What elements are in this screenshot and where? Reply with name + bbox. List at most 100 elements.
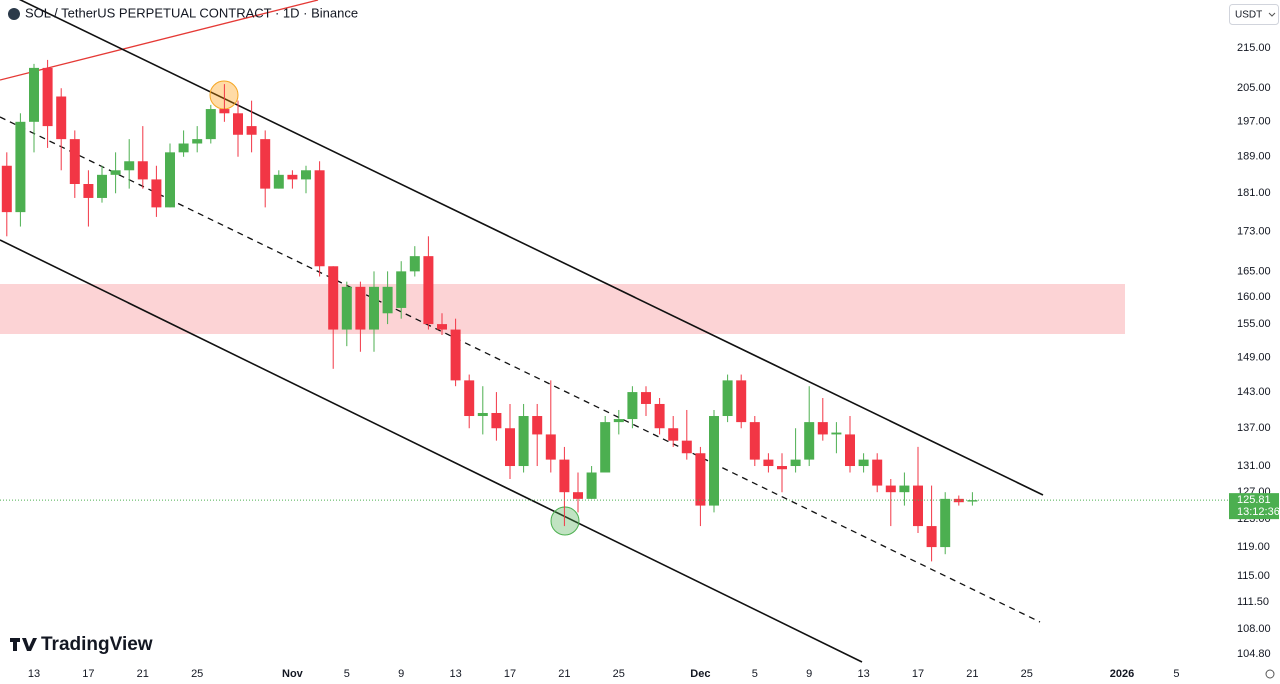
currency-box[interactable] [1229,4,1279,25]
x-tick-label: Nov [282,668,304,680]
body [763,459,774,467]
body [736,380,747,423]
y-tick-label: 111.50 [1237,596,1269,608]
body [382,286,393,314]
body [328,266,339,330]
price-tag [1229,493,1279,520]
body [42,67,53,127]
currency-label[interactable]: USDT [1235,10,1262,21]
currency-select[interactable]: USDT [1229,4,1279,25]
y-tick-label: 173.00 [1237,225,1271,237]
body [233,113,243,135]
body [423,256,434,325]
x-tick-label: Dec [690,668,710,680]
logo: TradingView [10,634,153,655]
chart-title: SOL / TetherUS PERPETUAL CONTRACT · 1D ·… [25,5,358,20]
body [450,329,461,381]
y-tick-label: 197.00 [1237,116,1271,128]
body [491,412,502,429]
x-tick-label: 25 [613,668,625,680]
x-tick-label: 13 [28,668,40,680]
brand: TradingView [41,634,153,655]
body [192,139,203,144]
body [165,152,175,208]
x-tick-label: 17 [82,668,94,680]
y-tick-label: 155.00 [1237,318,1271,330]
body [97,174,107,198]
body [219,109,230,114]
y-tick-label: 143.00 [1237,386,1271,398]
body [273,174,284,189]
settings[interactable] [1265,669,1275,679]
y-tick-label: 189.00 [1237,151,1271,163]
x-tick-label: 21 [558,668,570,680]
body [668,428,679,441]
body [287,174,298,180]
body [178,143,189,153]
body [124,161,135,171]
drawings [0,0,1125,663]
y-tick-label: 115.00 [1237,570,1270,582]
y-tick-label: 181.00 [1237,187,1271,199]
body [505,428,515,467]
body [654,403,665,429]
body [355,286,366,330]
x-tick-label: 13 [857,668,869,680]
channel-lower [0,239,863,663]
price-tag-label: 125.81 [1237,494,1271,506]
body [110,170,121,175]
body [246,126,257,135]
y-tick-label: 104.80 [1237,648,1271,660]
y-tick-label: 137.00 [1237,422,1271,434]
x-tick-label: 13 [449,668,461,680]
body [872,459,883,486]
body [613,419,624,423]
body [396,271,407,308]
body [885,485,896,493]
body [722,380,733,417]
body [15,121,26,213]
body [641,392,651,404]
y-tick-label: 108.00 [1237,623,1271,635]
countdown: 13:12:36 [1237,506,1280,518]
body [341,286,352,330]
low-marker [550,506,580,536]
x-tick-label: 21 [137,668,149,680]
body [600,422,611,473]
body [137,161,148,180]
body [858,459,869,467]
x-tick-label: 17 [912,668,924,680]
y-tick-label: 165.00 [1237,265,1271,277]
body [804,422,815,460]
body [573,492,583,499]
x-tick-label: 5 [1173,668,1179,680]
body [940,498,951,548]
body [69,139,80,185]
body [953,498,964,503]
body [409,256,420,272]
x-tick-label: 5 [344,668,350,680]
body [545,434,556,460]
body [151,179,162,208]
trend-line [0,0,319,81]
settings-icon[interactable] [1265,669,1275,679]
y-tick-label: 149.00 [1237,351,1271,363]
body [913,485,923,527]
body [817,422,828,435]
body [559,459,570,493]
body [260,139,271,189]
body [477,412,488,417]
body [532,416,543,435]
body [314,170,325,267]
chevron [1268,12,1276,17]
symbol-icon [8,8,20,20]
x-tick-label: 2026 [1110,668,1134,680]
body [83,184,94,198]
body [437,324,447,330]
body [831,432,842,435]
body [464,380,475,417]
body [205,109,216,140]
y-tick-label: 160.00 [1237,291,1271,303]
body [56,96,67,140]
